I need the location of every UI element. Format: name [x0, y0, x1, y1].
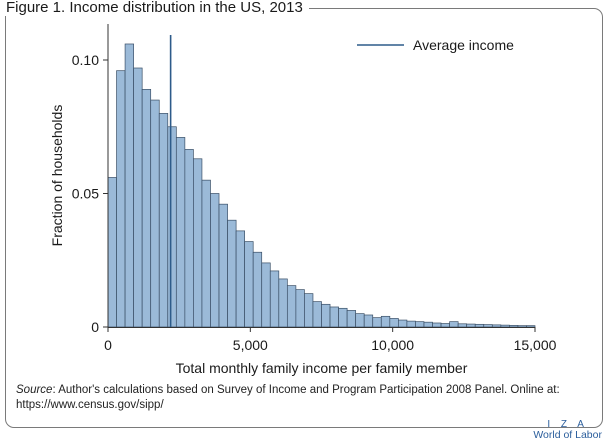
histogram-bar — [329, 306, 339, 328]
histogram-bar — [175, 137, 186, 328]
x-tick-label: 5,000 — [233, 337, 268, 353]
histogram-bar — [449, 321, 459, 328]
histogram-bar — [252, 251, 263, 328]
histogram-bar — [526, 325, 536, 328]
source-note: Source: Author's calculations based on S… — [16, 383, 596, 413]
iza-logo: I Z A World of Labor — [533, 419, 602, 441]
x-tick-label: 0 — [104, 337, 112, 353]
histogram-bar — [338, 307, 348, 328]
histogram-bar — [321, 303, 331, 328]
histogram-bar — [278, 278, 288, 328]
x-tick-label: 10,000 — [371, 337, 414, 353]
histogram-bar — [500, 324, 510, 328]
histogram-bar — [474, 323, 485, 328]
histogram-bar — [124, 43, 134, 328]
histogram-bar — [346, 310, 357, 328]
histogram-bar — [141, 89, 152, 328]
histogram-bar — [193, 158, 203, 328]
histogram-bar — [389, 318, 399, 328]
histogram-bar — [466, 323, 476, 328]
histogram-bar — [116, 70, 126, 328]
histogram-bar — [261, 262, 271, 328]
source-text: : Author's calculations based on Survey … — [16, 384, 560, 411]
y-axis-label: Fraction of households — [49, 105, 65, 247]
histogram-bar — [210, 193, 220, 328]
histogram-bar — [457, 323, 468, 328]
iza-logo-subtitle: World of Labor — [533, 429, 602, 441]
histogram-bar — [415, 321, 425, 328]
histogram-bar — [133, 67, 143, 328]
y-tick-label: 0.05 — [72, 186, 99, 202]
histogram-bar — [423, 321, 433, 328]
histogram-bar — [483, 324, 493, 328]
histogram-bar — [184, 149, 194, 328]
histogram-bar — [107, 177, 117, 328]
histogram-bar — [150, 99, 160, 328]
source-label: Source — [16, 384, 53, 396]
histogram-bar — [380, 315, 391, 328]
histogram-bar — [509, 325, 519, 328]
iza-logo-letters: I Z A — [547, 419, 588, 430]
histogram-bar — [440, 323, 450, 328]
histogram-bar — [355, 313, 365, 328]
histogram-bar — [304, 293, 314, 328]
histogram-bar — [158, 113, 169, 328]
histogram-bar — [432, 322, 442, 328]
legend-label: Average income — [413, 37, 514, 53]
histogram-bar — [167, 126, 177, 328]
histogram-bar — [244, 241, 254, 328]
histogram-bar — [398, 319, 408, 328]
histogram-bar — [491, 324, 502, 328]
x-axis-label: Total monthly family income per family m… — [176, 360, 468, 376]
histogram-bar — [218, 203, 228, 328]
histogram-bar — [295, 289, 305, 328]
histogram-bar — [227, 219, 237, 328]
x-tick-label: 15,000 — [514, 337, 557, 353]
y-tick-label: 0.10 — [72, 52, 99, 68]
histogram-bar — [372, 317, 382, 328]
histogram-bar — [406, 320, 416, 328]
histogram-bar — [312, 301, 322, 328]
histogram-bar — [269, 270, 280, 328]
histogram-bar — [363, 314, 374, 328]
histogram-bar — [235, 230, 245, 328]
histogram-bar — [201, 179, 211, 328]
y-tick-label: 0 — [91, 319, 99, 335]
histogram-bar — [286, 285, 297, 328]
figure-title: Figure 1. Income distribution in the US,… — [4, 0, 309, 16]
histogram-bar — [517, 325, 527, 328]
